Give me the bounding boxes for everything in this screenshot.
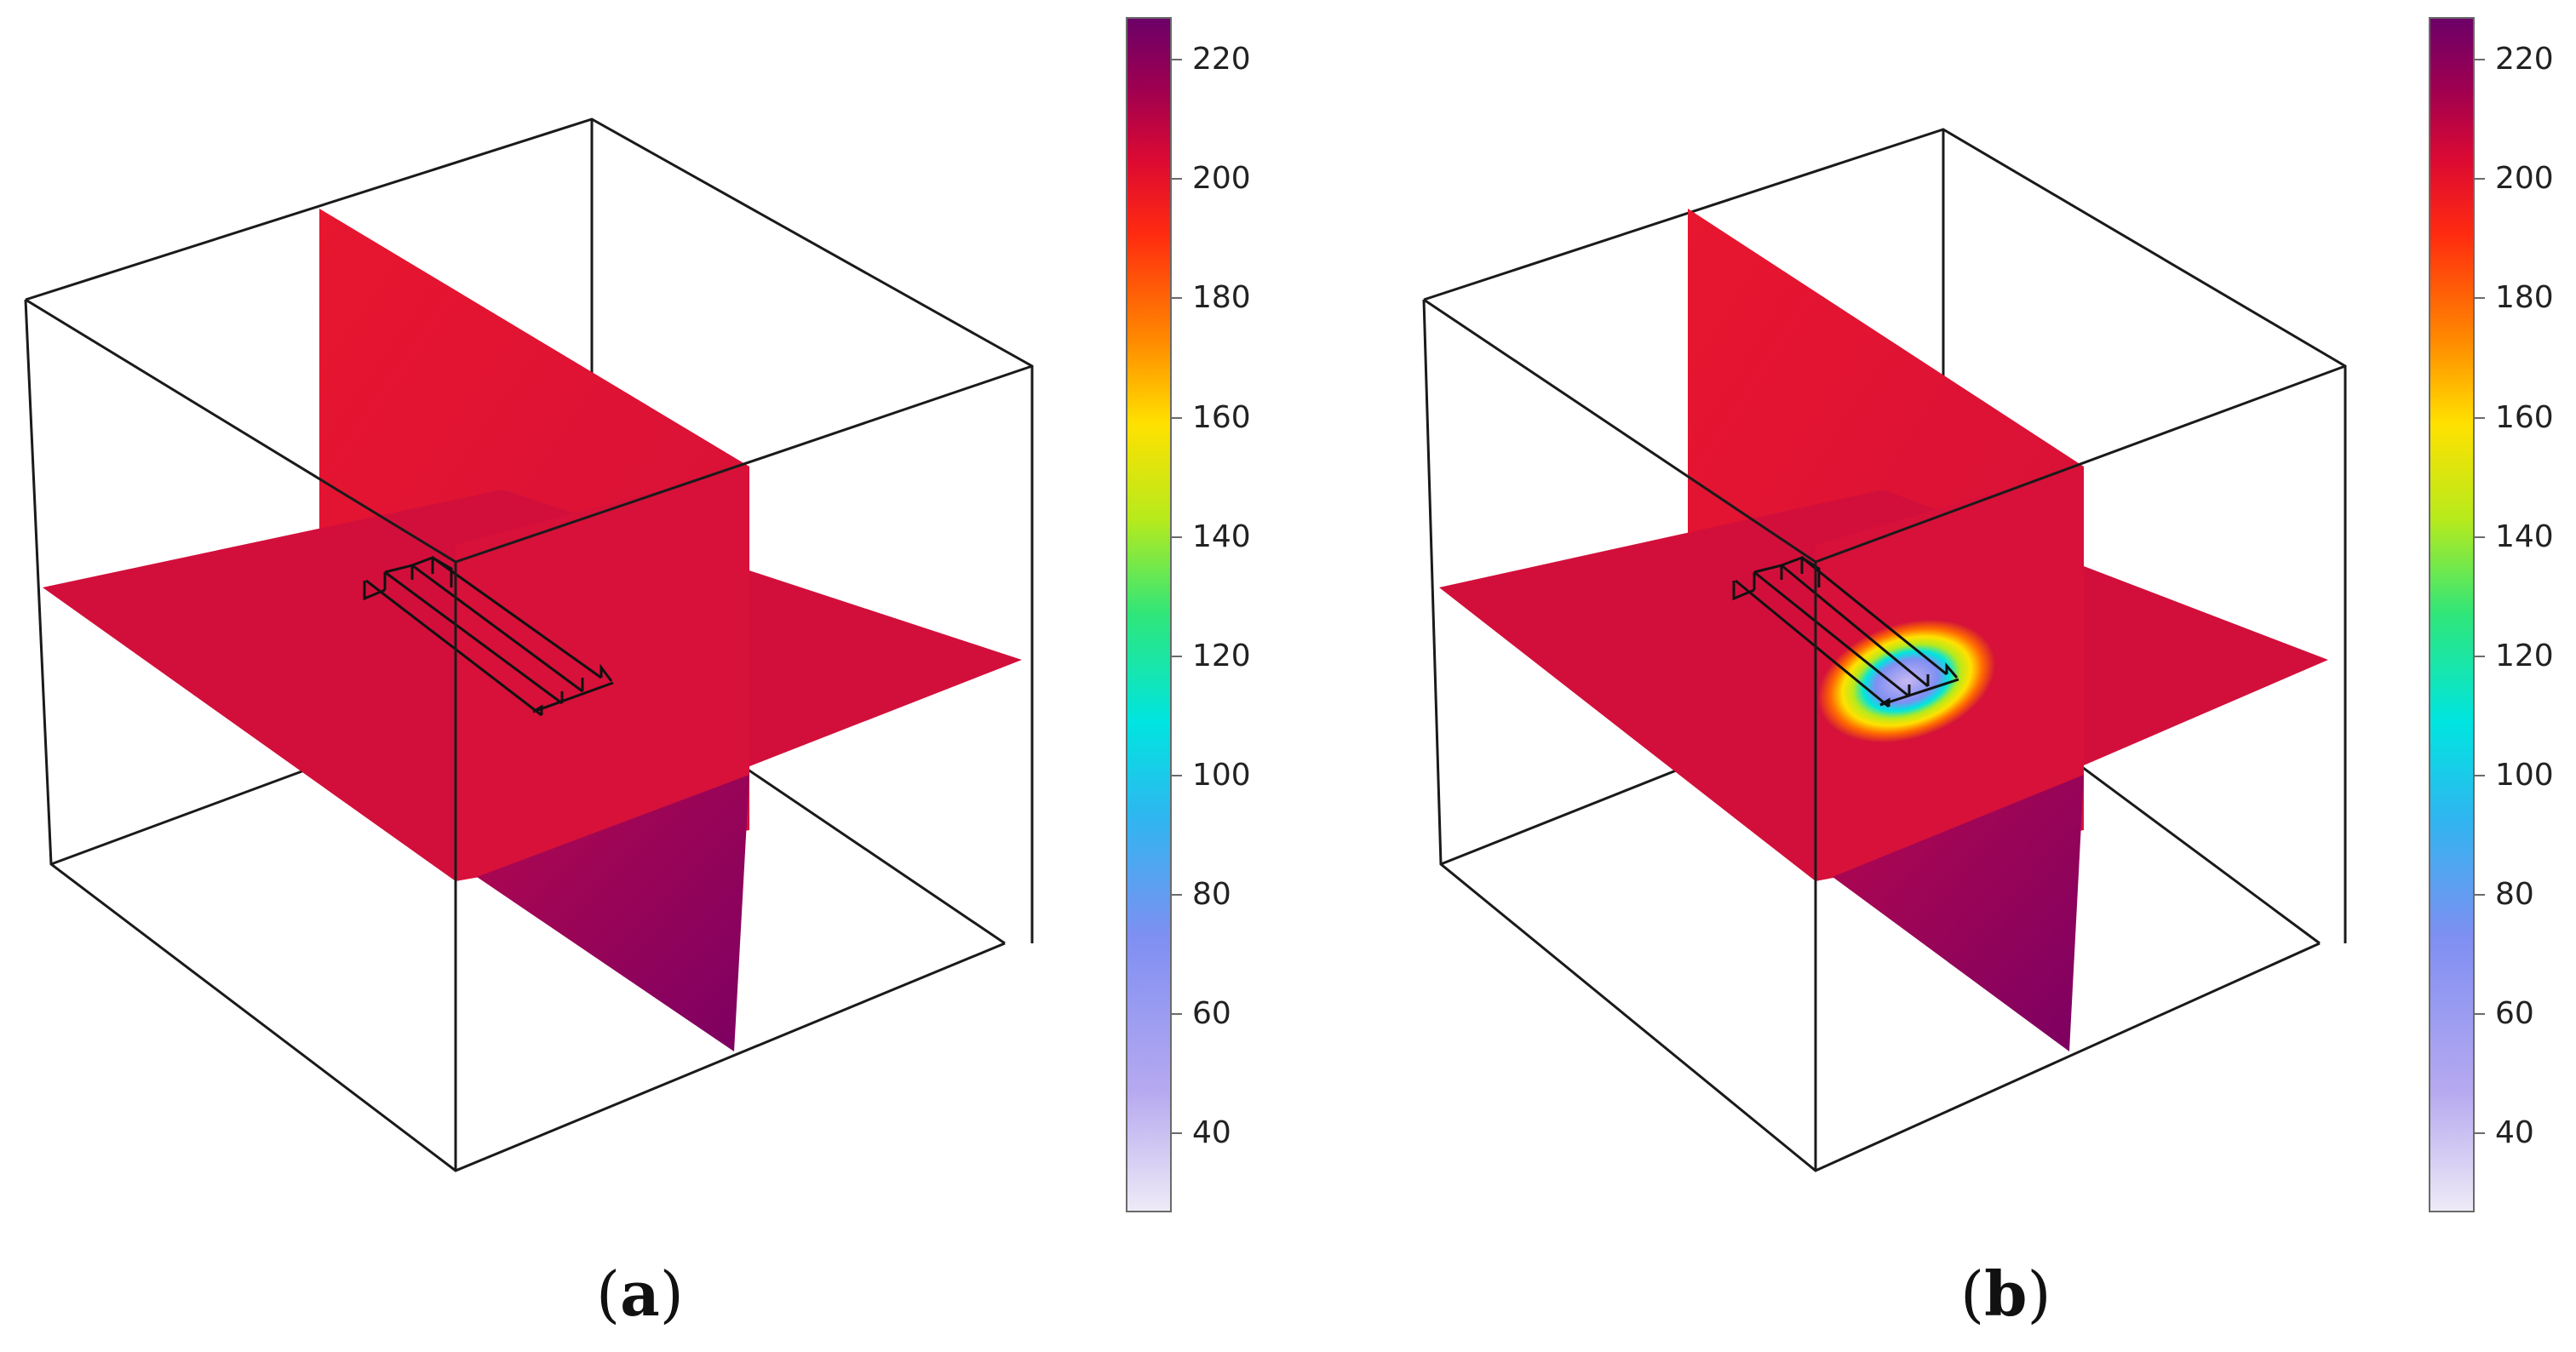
tick-label-40: 40 [2495,1115,2534,1150]
tick-label-220: 220 [1192,42,1251,77]
tick-label-60: 60 [1192,996,1231,1031]
tick-mark [2475,178,2485,180]
temperature-hotspot [1817,619,1996,743]
tick-mark [1172,656,1182,657]
tick-mark [2475,536,2485,538]
heater-wires [1732,555,1959,708]
tick-mark [2475,656,2485,657]
tick-label-160: 160 [2495,400,2554,435]
tick-label-100: 100 [2495,758,2554,793]
tick-mark [1172,1132,1182,1134]
tick-mark [1172,1013,1182,1015]
tick-mark [1172,536,1182,538]
panel-b: 220 200 180 160 140 120 100 80 60 40 (b) [1288,0,2575,1352]
vertical-slice-lower [477,775,749,1051]
box-front-edges [24,298,1033,1172]
tick-mark [2475,1013,2485,1015]
tick-mark [2475,59,2485,60]
panel-a: 220 200 180 160 140 120 100 80 60 40 (a) [24,17,1251,1330]
vertical-slice-lower [1833,775,2084,1051]
colorbar-a [1126,17,1172,1212]
tick-label-80: 80 [2495,877,2534,912]
tick-label-160: 160 [1192,400,1251,435]
tick-mark [1172,297,1182,299]
tick-label-180: 180 [1192,280,1251,315]
tick-label-80: 80 [1192,877,1231,912]
tick-mark [1172,775,1182,776]
tick-mark [2475,894,2485,896]
tick-label-100: 100 [1192,758,1251,793]
heater-wires [363,555,614,717]
colorbar-b [2429,17,2475,1212]
tick-label-180: 180 [2495,280,2554,315]
temperature-slice-plot-a [24,117,1034,1172]
tick-mark [1172,894,1182,896]
tick-label-40: 40 [1192,1115,1231,1150]
caption-a: (a) [596,1257,684,1330]
tick-mark [1172,178,1182,180]
tick-label-200: 200 [2495,161,2554,196]
box-front-edges [1422,298,2346,1172]
tick-mark [1172,417,1182,419]
tick-mark [1172,59,1182,60]
tick-mark [2475,417,2485,419]
tick-label-120: 120 [2495,639,2554,673]
temperature-slice-plot-b [1422,128,2347,1172]
tick-mark [2475,775,2485,776]
tick-mark [2475,1132,2485,1134]
tick-label-120: 120 [1192,639,1251,673]
tick-label-60: 60 [2495,996,2534,1031]
caption-b: (b) [1960,1257,2051,1330]
tick-label-140: 140 [1192,519,1251,554]
tick-label-200: 200 [1192,161,1251,196]
tick-label-220: 220 [2495,42,2554,77]
tick-label-140: 140 [2495,519,2554,554]
tick-mark [2475,297,2485,299]
